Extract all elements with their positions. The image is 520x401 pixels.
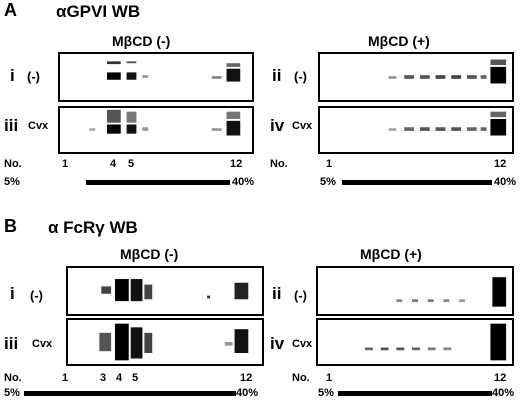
panel-a-left-fraction-12: 12 — [230, 158, 243, 170]
panel-a-right-gradient-start: 5% — [320, 176, 336, 188]
panel-b-blot-iii — [66, 318, 264, 366]
panel-b-blot-iv — [316, 318, 514, 366]
panel-a-right-gradient-bar — [342, 180, 492, 185]
panel-b-left-fraction-12: 12 — [240, 372, 253, 384]
panel-a-row-iii-roman: iii — [4, 116, 19, 135]
panel-a-left-fraction-1: 1 — [62, 158, 69, 170]
panel-b-left-no-label: No. — [4, 372, 22, 384]
panel-b-row-iii-roman: iii — [4, 334, 19, 353]
panel-a-row-ii-treatment: (-) — [294, 69, 307, 84]
panel-a-left-condition: MβCD (-) — [112, 33, 171, 49]
panel-a-right-condition: MβCD (+) — [368, 33, 430, 49]
panel-b-row-ii-treatment: (-) — [294, 288, 307, 303]
panel-b-left-fraction-1: 1 — [62, 372, 69, 384]
panel-a-row-iv-treatment: Cvx — [292, 120, 313, 132]
panel-a-right-fraction-1: 1 — [326, 158, 333, 170]
panel-b-right-condition: MβCD (+) — [360, 246, 422, 262]
panel-a-left-gradient-bar — [86, 180, 230, 185]
panel-a-blot-iv — [318, 106, 514, 154]
panel-b-row-i-roman: i — [10, 284, 15, 303]
panel-a-row-i-treatment: (-) — [27, 69, 40, 84]
panel-b-left-fraction-5: 5 — [132, 372, 139, 384]
panel-b-right-no-label: No. — [292, 372, 310, 384]
panel-a-blot-i — [58, 52, 254, 102]
panel-a-row-iv-roman: iv — [270, 116, 285, 135]
panel-b-left-gradient-start: 5% — [4, 387, 20, 399]
panel-a-row-ii-roman: ii — [272, 66, 282, 85]
panel-b-row-ii-roman: ii — [272, 284, 282, 303]
panel-b-right-gradient-bar — [338, 391, 492, 396]
panel-b-row-i-treatment: (-) — [30, 288, 43, 303]
panel-b-left-gradient-bar — [24, 391, 236, 396]
panel-b-right-gradient-start: 5% — [318, 387, 334, 399]
panel-b-letter: B — [4, 216, 17, 236]
panel-a-left-fraction-5: 5 — [128, 158, 135, 170]
panel-a-right-gradient-end: 40% — [494, 176, 517, 188]
panel-b-right-fraction-1: 1 — [326, 372, 333, 384]
panel-a-blot-iii — [58, 106, 254, 154]
panel-a-row-iii-treatment: Cvx — [28, 120, 49, 132]
panel-a-right-no-label: No. — [270, 158, 288, 170]
panel-b-row-iii-treatment: Cvx — [32, 338, 53, 350]
panel-b-blot-ii — [316, 266, 514, 316]
panel-b-row-iv-treatment: Cvx — [292, 338, 313, 350]
panel-a-left-no-label: No. — [4, 158, 22, 170]
panel-a-letter: A — [4, 0, 17, 20]
panel-b-title: α FcRγ WB — [48, 218, 138, 237]
panel-a-title: αGPVI WB — [56, 2, 141, 21]
panel-b-row-iv-roman: iv — [270, 334, 285, 353]
panel-b-left-fraction-3: 3 — [100, 372, 107, 384]
panel-a-left-gradient-end: 40% — [232, 176, 255, 188]
panel-b-right-fraction-12: 12 — [494, 372, 507, 384]
panel-b-right-gradient-end: 40% — [492, 387, 515, 399]
panel-b-left-fraction-4: 4 — [116, 372, 123, 384]
panel-b-left-condition: MβCD (-) — [120, 246, 179, 262]
panel-b-left-gradient-end: 40% — [236, 387, 259, 399]
panel-a-right-fraction-12: 12 — [494, 158, 507, 170]
panel-a-left-gradient-start: 5% — [4, 176, 20, 188]
panel-b-blot-i — [66, 266, 264, 316]
panel-a-row-i-roman: i — [10, 66, 15, 85]
panel-a-blot-ii — [318, 52, 514, 102]
panel-a-left-fraction-4: 4 — [110, 158, 117, 170]
